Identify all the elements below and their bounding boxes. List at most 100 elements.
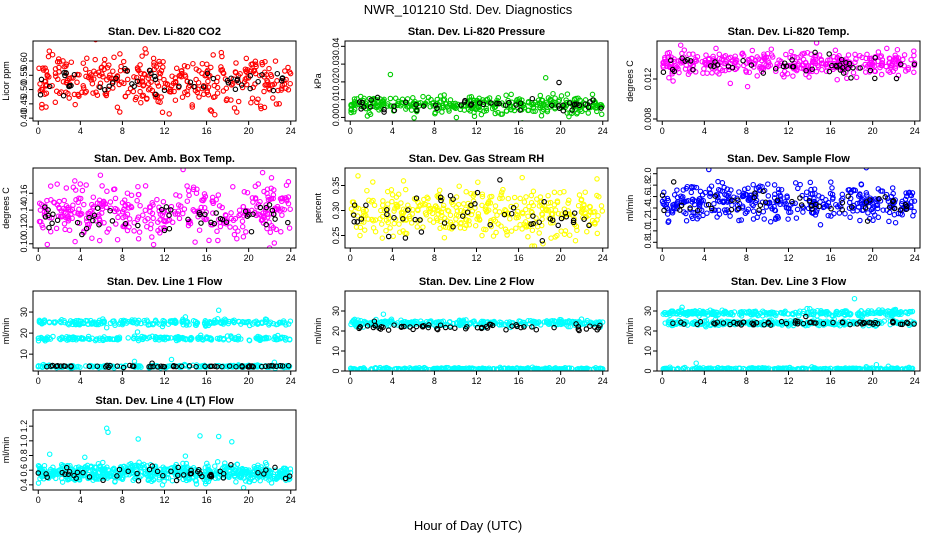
- data-point: [210, 319, 217, 325]
- data-point: [755, 56, 762, 62]
- data-point: [530, 101, 537, 108]
- data-point: [492, 110, 498, 117]
- data-point: [191, 208, 198, 214]
- data-point: [182, 72, 188, 78]
- data-point: [450, 367, 457, 371]
- data-point: [869, 197, 875, 203]
- data-point: [529, 364, 536, 370]
- data-point: [789, 57, 795, 63]
- data-point: [141, 320, 148, 326]
- data-point: [391, 220, 397, 227]
- data-point: [146, 67, 153, 74]
- data-point: [53, 225, 60, 232]
- y-tick-label: 1.6: [643, 190, 653, 203]
- data-point: [235, 98, 242, 105]
- data-point: [879, 188, 886, 194]
- data-point: [867, 197, 873, 203]
- data-point: [468, 202, 474, 208]
- data-point: [389, 192, 396, 198]
- data-point: [711, 63, 717, 70]
- data-point: [694, 207, 701, 214]
- data-point: [272, 58, 279, 64]
- data-point: [697, 195, 703, 202]
- data-point: [145, 75, 152, 81]
- data-point: [693, 360, 699, 366]
- data-point: [124, 68, 130, 74]
- data-point: [911, 69, 917, 76]
- data-point: [475, 211, 482, 217]
- data-point: [45, 207, 51, 213]
- data-point: [831, 58, 838, 64]
- data-point: [393, 194, 400, 200]
- data-point: [570, 219, 577, 226]
- data-point: [567, 323, 573, 330]
- data-point: [175, 334, 181, 340]
- data-point: [508, 91, 514, 98]
- data-point: [215, 192, 222, 198]
- data-point: [467, 108, 473, 114]
- data-point: [890, 68, 897, 75]
- x-tick-label: 16: [514, 126, 524, 136]
- data-point: [662, 320, 668, 326]
- data-point: [908, 56, 914, 63]
- x-tick-label: 24: [598, 126, 608, 136]
- data-point: [54, 217, 61, 224]
- data-point: [351, 106, 358, 113]
- data-point: [61, 221, 68, 227]
- data-point: [709, 70, 715, 76]
- data-point: [710, 53, 716, 60]
- data-point: [539, 238, 546, 244]
- data-point: [133, 74, 140, 81]
- data-point: [243, 229, 249, 235]
- data-point: [72, 178, 78, 184]
- data-point: [148, 221, 154, 228]
- data-point: [364, 323, 371, 329]
- data-point: [55, 76, 61, 83]
- data-point: [736, 189, 742, 195]
- data-point: [453, 212, 460, 218]
- data-point: [150, 241, 157, 248]
- data-point: [857, 217, 863, 224]
- data-point: [137, 88, 143, 95]
- data-point: [845, 193, 851, 200]
- data-point: [139, 78, 146, 85]
- data-point: [140, 335, 147, 341]
- data-point: [417, 318, 424, 324]
- data-point: [385, 327, 392, 333]
- data-point: [122, 221, 129, 227]
- data-point: [425, 94, 432, 101]
- data-point: [494, 212, 500, 218]
- data-point: [480, 366, 487, 371]
- data-point: [351, 96, 358, 102]
- data-point: [69, 215, 75, 222]
- data-point: [542, 75, 549, 81]
- data-point: [755, 312, 761, 318]
- data-point: [766, 311, 772, 317]
- data-point: [523, 224, 530, 230]
- data-point: [221, 30, 225, 34]
- data-point: [839, 199, 846, 206]
- data-point: [890, 198, 896, 205]
- data-point: [229, 335, 235, 341]
- data-point: [696, 308, 703, 314]
- data-point: [875, 49, 882, 55]
- data-point: [255, 78, 261, 85]
- y-axis-label: ml/min: [313, 318, 323, 345]
- data-point: [260, 335, 267, 341]
- data-point: [212, 111, 218, 118]
- data-point: [406, 215, 413, 222]
- data-point: [136, 79, 143, 85]
- data-point: [800, 56, 807, 63]
- data-point: [714, 214, 720, 220]
- data-point: [711, 201, 717, 207]
- data-point: [52, 99, 59, 106]
- data-point: [893, 55, 900, 61]
- data-point: [829, 191, 836, 198]
- data-point: [63, 79, 70, 86]
- data-point: [397, 229, 403, 235]
- data-point: [68, 335, 74, 341]
- data-point: [130, 88, 137, 95]
- data-point: [818, 307, 824, 314]
- data-point: [495, 95, 502, 101]
- data-point: [509, 99, 515, 106]
